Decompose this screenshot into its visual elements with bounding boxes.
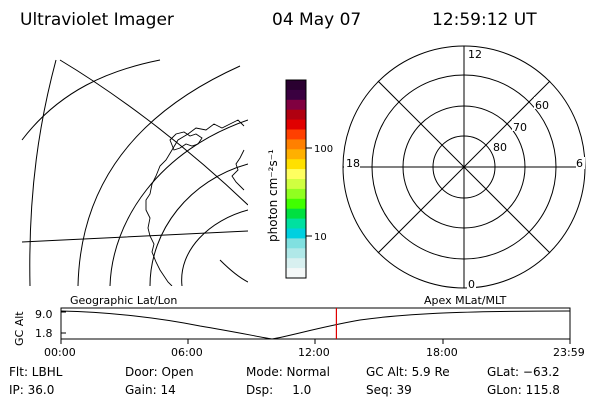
colorbar-cell xyxy=(286,149,306,160)
gain-status: Gain: 14 xyxy=(125,383,176,397)
mlt-label-12: 12 xyxy=(468,48,482,61)
mlt-label-0: 0 xyxy=(468,278,475,291)
filter-status: Flt: LBHL xyxy=(9,365,63,379)
polar-labels: 12 18 6 0 80 70 60 xyxy=(344,48,585,291)
colorbar-cell xyxy=(286,238,306,249)
colorbar-unit-label: photon cm⁻²s⁻¹ xyxy=(266,149,280,242)
latitude-arc-5 xyxy=(181,209,248,286)
colorbar-cell xyxy=(286,188,306,200)
colorbar-cell xyxy=(286,159,306,170)
colorbar-cell xyxy=(286,109,306,121)
time-tick-1200: 12:00 xyxy=(298,346,330,359)
colorbar-cell xyxy=(286,80,306,91)
gc-alt-tick-top: 9.0 xyxy=(35,308,53,321)
gc-alt-status: GC Alt: 5.9 Re xyxy=(366,365,450,379)
mlt-label-18: 18 xyxy=(346,157,360,170)
glat-status: GLat: −63.2 xyxy=(487,365,560,379)
latitude-arc-3 xyxy=(109,119,248,286)
colorbar-cell xyxy=(286,99,306,111)
colorbar-cell xyxy=(286,208,306,220)
time-label: 12:59:12 UT xyxy=(432,10,537,30)
timeline-panel: Geographic Lat/Lon Apex MLat/MLT GC Alt … xyxy=(13,294,585,359)
timeline-frame xyxy=(60,307,571,340)
mlt-label-6: 6 xyxy=(576,157,583,170)
gc-alt-axis-label: GC Alt xyxy=(13,311,26,346)
colorbar-cell xyxy=(286,89,306,101)
time-tick-0000: 00:00 xyxy=(44,346,76,359)
colorbar-cell xyxy=(286,169,306,180)
glon-status: GLon: 115.8 xyxy=(487,383,560,397)
latitude-arc-2 xyxy=(77,65,241,286)
longitude-line-2 xyxy=(21,230,248,243)
ip-status: IP: 36.0 xyxy=(9,383,54,397)
polar-plot xyxy=(342,45,586,289)
altitude-curve xyxy=(60,310,571,340)
time-tick-2359: 23:59 xyxy=(553,346,585,359)
lat-label-80: 80 xyxy=(493,141,507,154)
colorbar-cell xyxy=(286,119,306,131)
longitude-line-4 xyxy=(219,259,248,283)
longitude-line-1 xyxy=(29,59,57,286)
dsp-status: Dsp: 1.0 xyxy=(246,383,311,397)
latitude-arc-1 xyxy=(21,59,161,141)
geographic-map xyxy=(21,59,248,286)
apex-coords-title: Apex MLat/MLT xyxy=(424,294,507,307)
mode-status: Mode: Normal xyxy=(246,365,330,379)
colorbar-cell xyxy=(286,139,306,150)
date-label: 04 May 07 xyxy=(272,10,361,30)
colorbar-cell xyxy=(286,248,306,259)
status-footer: Flt: LBHL Door: Open Mode: Normal GC Alt… xyxy=(9,365,560,397)
colorbar-cell xyxy=(286,258,306,269)
longitude-line-3 xyxy=(59,59,248,206)
latitude-arc-4 xyxy=(149,163,248,286)
colorbar-tick-100: 100 xyxy=(314,144,333,155)
colorbar-tick-10: 10 xyxy=(314,232,327,243)
lat-label-70: 70 xyxy=(513,121,527,134)
instrument-title: Ultraviolet Imager xyxy=(20,10,174,30)
colorbar-cell xyxy=(286,129,306,140)
colorbar: 100 10 photon cm⁻²s⁻¹ xyxy=(266,79,333,279)
coastline xyxy=(145,119,245,286)
colorbar-cell xyxy=(286,228,306,239)
gc-alt-tick-bottom: 1.8 xyxy=(35,327,53,340)
geographic-coords-title: Geographic Lat/Lon xyxy=(70,294,177,307)
lat-label-60: 60 xyxy=(535,99,549,112)
colorbar-cell xyxy=(286,218,306,230)
colorbar-cell xyxy=(286,268,306,279)
time-tick-1800: 18:00 xyxy=(426,346,458,359)
colorbar-cell xyxy=(286,179,306,190)
seq-status: Seq: 39 xyxy=(366,383,412,397)
colorbar-cell xyxy=(286,198,306,210)
coastline-detail xyxy=(169,131,203,151)
time-ticks xyxy=(60,339,571,344)
time-tick-0600: 06:00 xyxy=(171,346,203,359)
door-status: Door: Open xyxy=(125,365,194,379)
